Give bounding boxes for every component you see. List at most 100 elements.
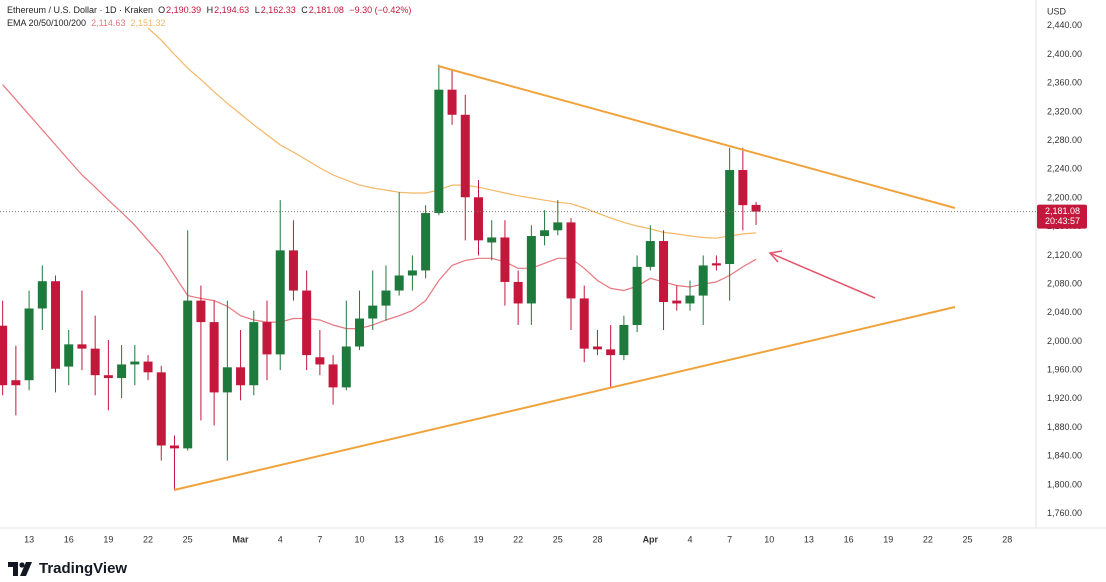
candle-body [143,361,153,373]
candle-body [632,266,642,325]
y-tick-label: 1,760.00 [1047,508,1082,518]
candle-body [659,241,669,303]
candle-body [645,241,655,267]
brand: TradingView [8,560,127,577]
ema-row: EMA 20/50/100/200 2,114.63 2,151.32 [7,17,414,30]
candle-body [169,445,179,449]
y-tick-label: 2,360.00 [1047,78,1082,88]
ohlc-key: H [206,5,214,15]
candle-body [553,222,563,231]
candle-body [51,281,61,369]
last-price-box [1037,204,1087,229]
candle-body [156,372,166,446]
x-tick-label: 16 [844,534,854,544]
x-tick-label: 25 [553,534,563,544]
candle-body [500,237,510,282]
arrow-shaft [769,252,876,299]
candle-body [473,197,483,241]
y-tick-label: 2,440.00 [1047,20,1082,30]
y-tick-label: 1,800.00 [1047,479,1082,489]
candle-body [751,204,761,212]
x-tick-label: 25 [183,534,193,544]
last-price-label: 2,181.08 [1045,206,1080,216]
candle-body [315,357,325,365]
candle-body [513,281,523,304]
x-tick-label: 7 [317,534,322,544]
x-tick-label: 13 [394,534,404,544]
candle-body [196,300,206,323]
x-tick-label: 25 [963,534,973,544]
candle-body [249,322,259,386]
x-tick-label: 28 [592,534,602,544]
x-tick-label: 7 [727,534,732,544]
y-tick-label: 2,280.00 [1047,135,1082,145]
candle-body [183,300,193,449]
x-tick-label: 13 [24,534,34,544]
candle-body [381,290,391,306]
candle-body [566,222,576,299]
candle-body [526,236,536,304]
candle-body [711,263,721,266]
x-tick-label: Mar [233,534,250,544]
y-tick-label: 2,040.00 [1047,307,1082,317]
x-tick-label: 13 [804,534,814,544]
ema-value: 2,151.32 [130,18,166,28]
ohlc-value: 2,190.39 [166,5,202,15]
candle-body [355,318,365,347]
candle-body [77,344,87,349]
candle-body [434,89,444,214]
candle-body [222,367,232,393]
candle-body [606,349,616,356]
change: −9.30 (−0.42%) [349,5,412,15]
x-tick-label: 22 [143,534,153,544]
candle-body [540,230,550,237]
lower-trendline [173,306,956,491]
candle-body [460,114,470,198]
y-tick-label: 1,880.00 [1047,422,1082,432]
ohlc-value: 2,194.63 [214,5,250,15]
candle-body [394,275,404,291]
candle-body [672,300,682,304]
candle-body [90,348,100,376]
x-tick-label: 28 [1002,534,1012,544]
symbol-row: Ethereum / U.S. Dollar · 1D · Kraken O2,… [7,4,414,17]
candle-body [592,346,602,350]
x-tick-label: Apr [643,534,659,544]
y-tick-label: 1,960.00 [1047,365,1082,375]
triangle-pattern [173,65,956,491]
candle-body [262,322,272,355]
x-tick-label: 19 [473,534,483,544]
candle-body [407,270,417,276]
upper-trendline [437,65,956,209]
candle-body [24,308,34,381]
arrow [768,250,876,299]
candle-body [579,298,589,349]
x-tick-label: 4 [687,534,692,544]
y-tick-label: 2,320.00 [1047,106,1082,116]
y-tick-label: 1,840.00 [1047,451,1082,461]
candle-body [117,364,127,379]
candle-body [37,281,47,309]
candle-body [288,250,298,291]
y-tick-label: 2,240.00 [1047,164,1082,174]
ohlc-key: C [301,5,308,15]
x-tick-label: 22 [923,534,933,544]
candle-body [236,367,246,386]
ema-line [2,84,757,330]
candle-body [738,170,748,206]
candle-body [685,295,695,304]
candle-body [11,380,21,386]
candle-body [487,237,497,243]
brand-name: TradingView [39,560,128,577]
arrow-head [768,250,783,263]
candle-body [103,375,113,379]
candle-body [341,346,351,388]
x-tick-label: 19 [883,534,893,544]
candle-body [64,344,74,367]
ema-value: 2,114.63 [91,18,126,28]
x-tick-label: 16 [434,534,444,544]
legend-header: Ethereum / U.S. Dollar · 1D · Kraken O2,… [7,4,414,30]
candle-body [368,305,378,319]
